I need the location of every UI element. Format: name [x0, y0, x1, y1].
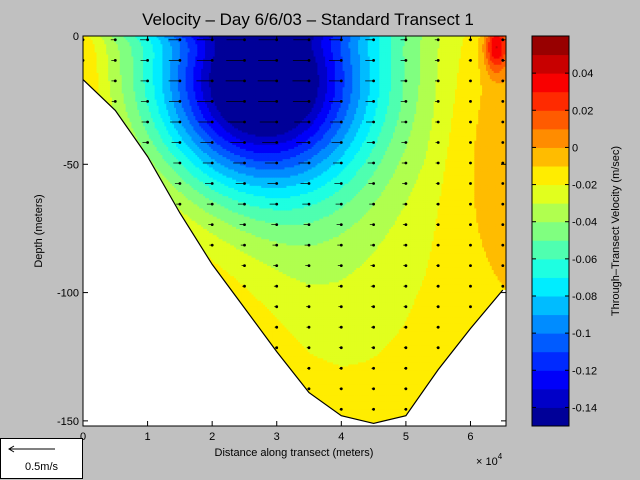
chart-title: Velocity – Day 6/6/03 – Standard Transec…	[142, 10, 474, 29]
velocity-figure: Velocity – Day 6/6/03 – Standard Transec…	[0, 0, 640, 480]
velocity-contours	[83, 36, 508, 426]
